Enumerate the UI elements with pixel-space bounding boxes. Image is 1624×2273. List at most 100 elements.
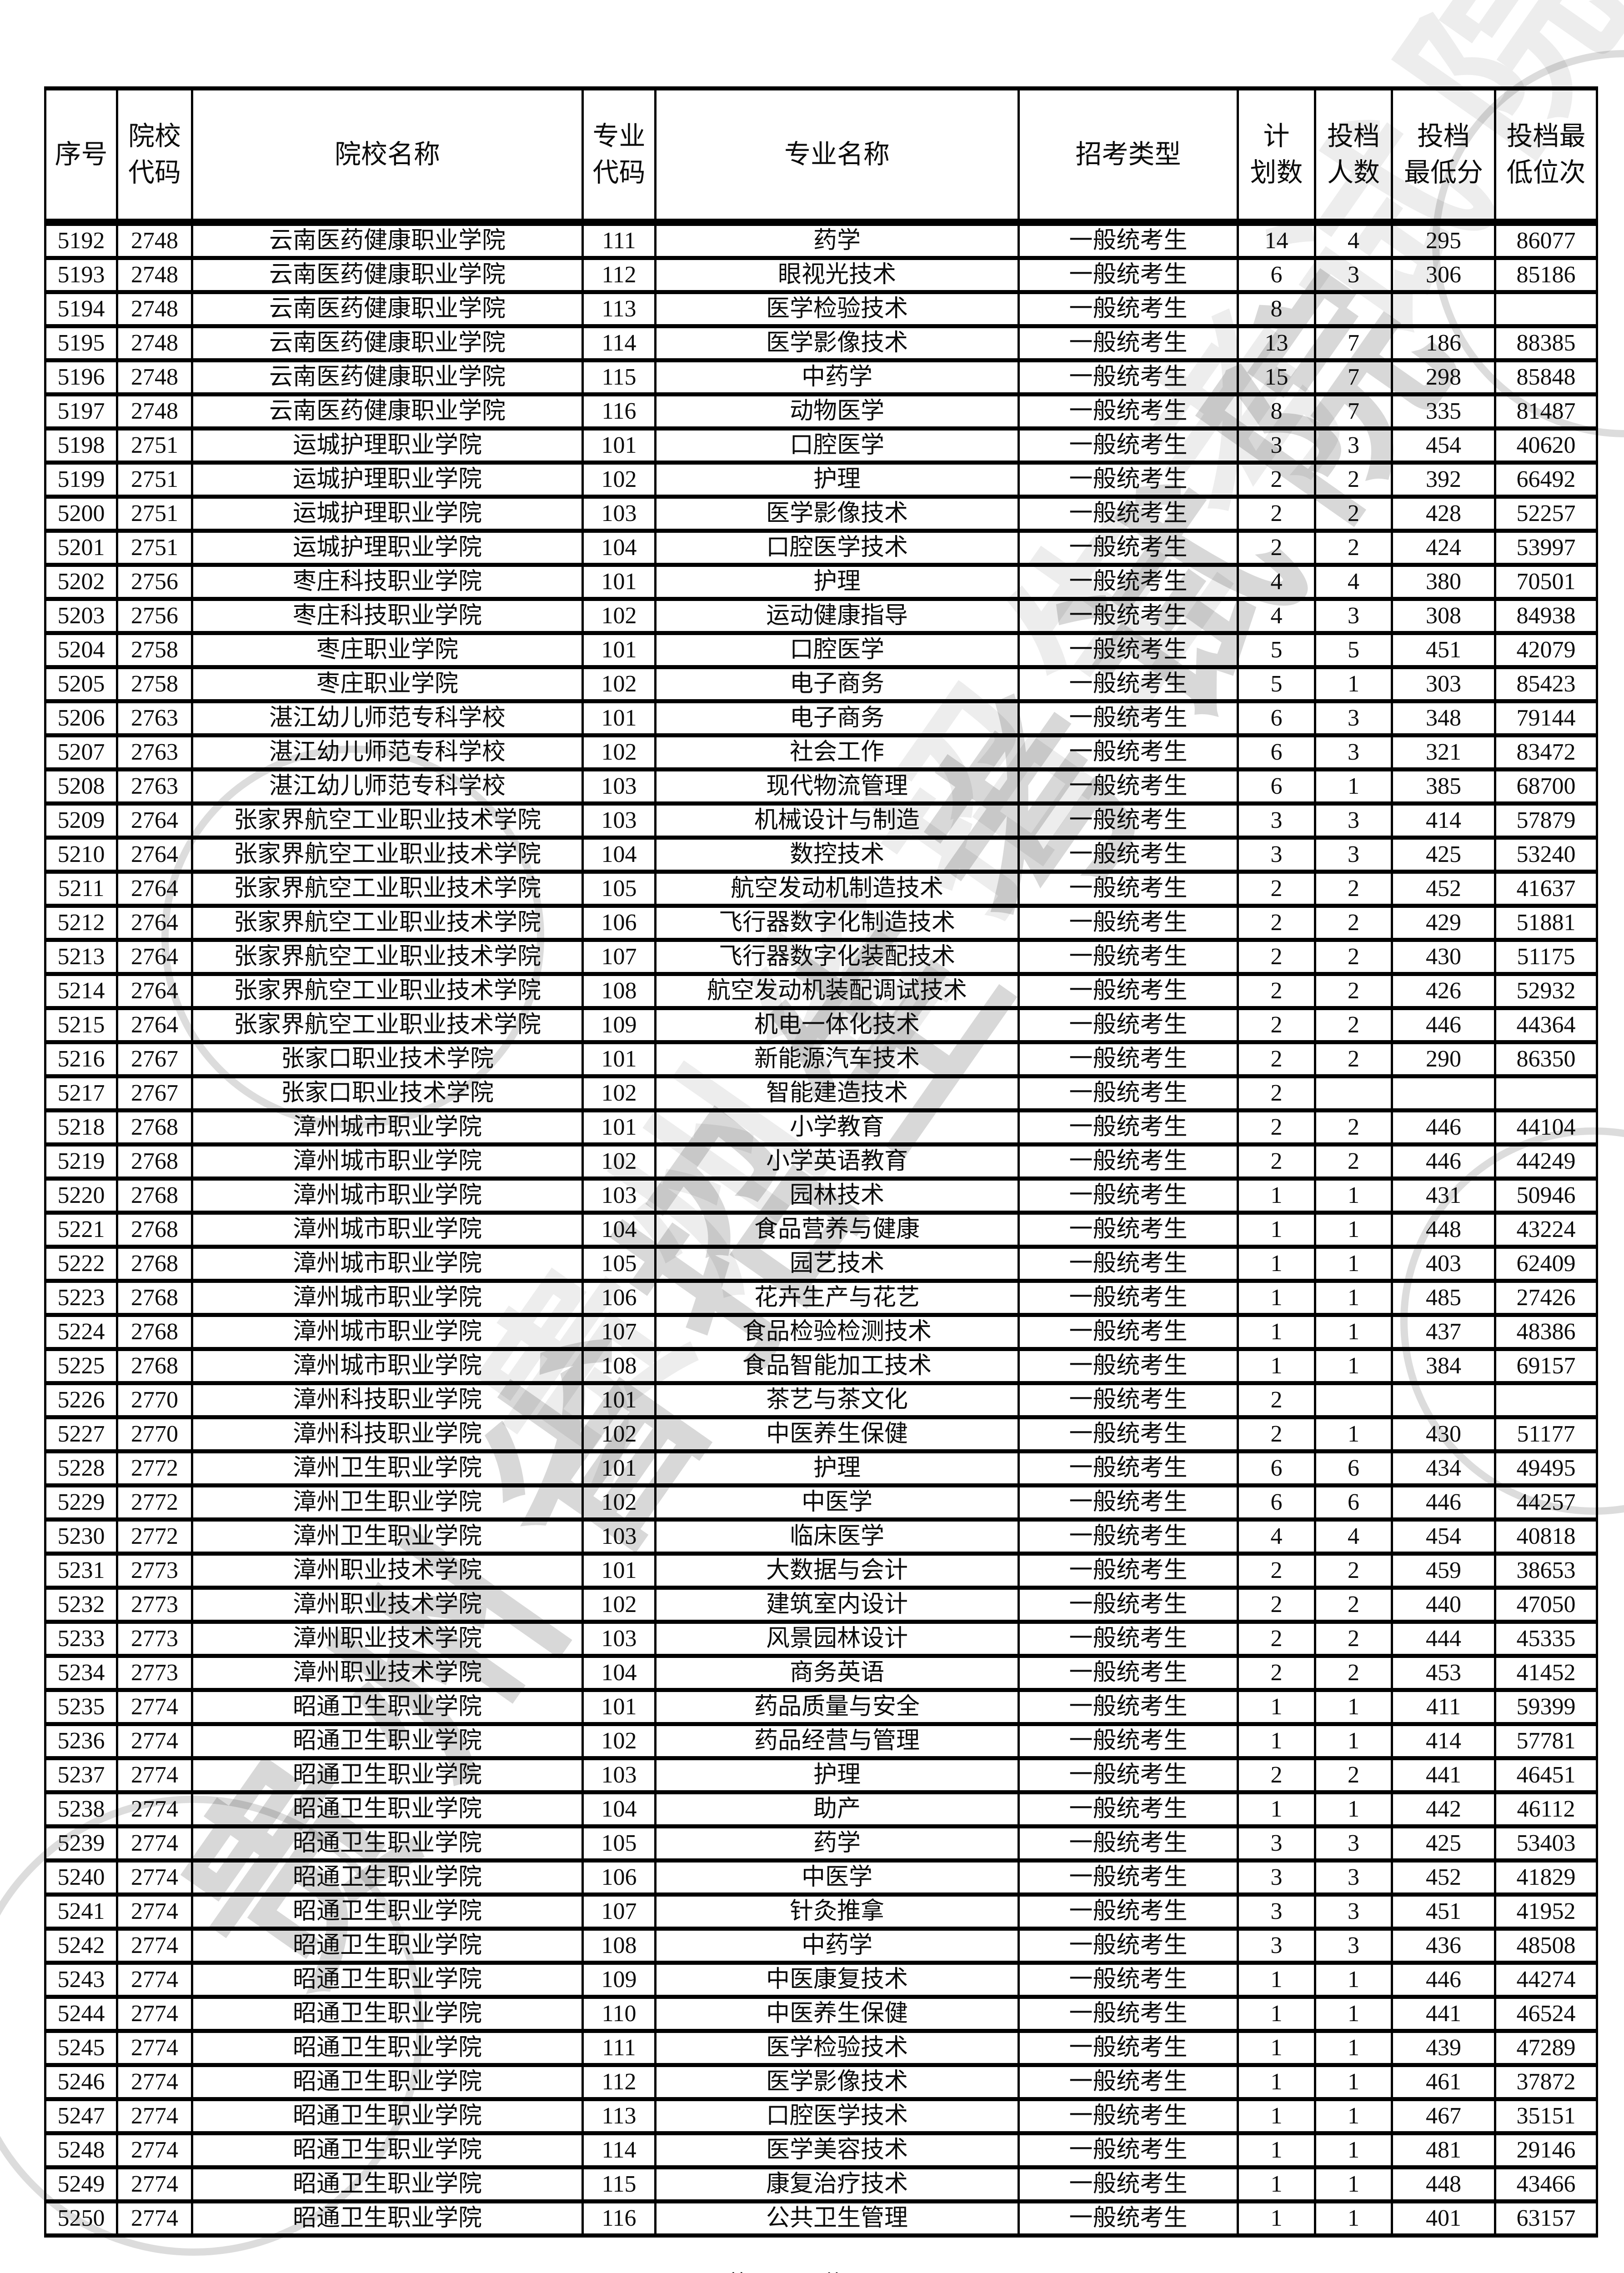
cell-major_name: 社会工作: [654, 733, 1020, 771]
cell-plan_count: 4: [1237, 597, 1316, 635]
cell-min_score: 459: [1391, 1552, 1496, 1590]
cell-min_rank: 53403: [1494, 1824, 1598, 1862]
cell-min_rank: [1494, 1381, 1598, 1419]
cell-school_name: 昭通卫生职业学院: [191, 1995, 584, 2033]
cell-seq: 5209: [44, 801, 118, 840]
cell-min_rank: 43466: [1494, 2165, 1598, 2203]
cell-seq: 5231: [44, 1552, 118, 1590]
cell-major_code: 110: [581, 1995, 657, 2033]
cell-major_name: 中医学: [654, 1858, 1020, 1897]
cell-admission_type: 一般统考生: [1018, 1108, 1239, 1147]
cell-seq: 5228: [44, 1449, 118, 1487]
cell-school_code: 2767: [116, 1074, 193, 1112]
cell-major_name: 电子商务: [654, 699, 1020, 737]
cell-filed_count: 1: [1314, 2165, 1393, 2203]
cell-major_name: 航空发动机装配调试技术: [654, 972, 1020, 1010]
cell-filed_count: 2: [1314, 870, 1393, 908]
cell-filed_count: 1: [1314, 2097, 1393, 2135]
cell-filed_count: 7: [1314, 324, 1393, 362]
cell-school_name: 昭通卫生职业学院: [191, 1790, 584, 1828]
cell-min_score: 448: [1391, 2165, 1496, 2203]
cell-major_code: 106: [581, 1279, 657, 1317]
cell-school_code: 2774: [116, 1824, 193, 1862]
cell-plan_count: 1: [1237, 1177, 1316, 1215]
cell-seq: 5235: [44, 1688, 118, 1726]
admission-score-table: 序号 院校 代码 院校名称 专业 代码 专业名称 招考类型 计 划数 投档 人数…: [44, 86, 1598, 2238]
cell-min_rank: 35151: [1494, 2097, 1598, 2135]
cell-major_code: 102: [581, 597, 657, 635]
cell-filed_count: 2: [1314, 495, 1393, 533]
cell-major_code: 105: [581, 1824, 657, 1862]
cell-major_code: 103: [581, 1517, 657, 1556]
cell-plan_count: 1: [1237, 1688, 1316, 1726]
cell-admission_type: 一般统考生: [1018, 2097, 1239, 2135]
cell-plan_count: 4: [1237, 1517, 1316, 1556]
cell-school_name: 漳州城市职业学院: [191, 1108, 584, 1147]
cell-admission_type: 一般统考生: [1018, 699, 1239, 737]
cell-min_rank: 86350: [1494, 1040, 1598, 1078]
cell-school_code: 2751: [116, 461, 193, 499]
cell-seq: 5195: [44, 324, 118, 362]
cell-school_code: 2773: [116, 1620, 193, 1658]
cell-major_code: 109: [581, 1006, 657, 1044]
cell-school_code: 2758: [116, 631, 193, 669]
cell-seq: 5246: [44, 2063, 118, 2101]
cell-seq: 5215: [44, 1006, 118, 1044]
cell-school_code: 2764: [116, 1006, 193, 1044]
cell-major_code: 103: [581, 495, 657, 533]
table-row: 5225 2768 漳州城市职业学院 108 食品智能加工技术 一般统考生 1 1 384 691…: [44, 1347, 1598, 1385]
table-row: 5221 2768 漳州城市职业学院 104 食品营养与健康 一般统考生 1 1 448 4322…: [44, 1211, 1598, 1249]
table-row: 5192 2748 云南医药健康职业学院 111 药学 一般统考生 14 4 295 86077: [44, 220, 1598, 260]
cell-filed_count: 6: [1314, 1483, 1393, 1522]
cell-major_name: 护理: [654, 1449, 1020, 1487]
cell-major_name: 飞行器数字化制造技术: [654, 904, 1020, 942]
cell-major_code: 115: [581, 358, 657, 396]
cell-seq: 5224: [44, 1313, 118, 1351]
table-row: 5194 2748 云南医药健康职业学院 113 医学检验技术 一般统考生 8: [44, 290, 1598, 328]
table-row: 5213 2764 张家界航空工业职业技术学院 107 飞行器数字化装配技术 一般统考生 2…: [44, 938, 1598, 976]
table-row: 5230 2772 漳州卫生职业学院 103 临床医学 一般统考生 4 4 454 40818: [44, 1517, 1598, 1556]
cell-plan_count: 2: [1237, 1108, 1316, 1147]
cell-min_rank: 81487: [1494, 392, 1598, 431]
table-header: 序号 院校 代码 院校名称 专业 代码 专业名称 招考类型 计 划数 投档 人数…: [44, 86, 1598, 226]
cell-min_rank: 48508: [1494, 1927, 1598, 1965]
table-row: 5240 2774 昭通卫生职业学院 106 中医学 一般统考生 3 3 452 41829: [44, 1858, 1598, 1897]
cell-min_rank: 41952: [1494, 1892, 1598, 1931]
cell-school_name: 昭通卫生职业学院: [191, 1756, 584, 1794]
cell-min_score: 446: [1391, 1961, 1496, 1999]
cell-plan_count: 2: [1237, 1381, 1316, 1419]
cell-plan_count: 1: [1237, 1245, 1316, 1283]
cell-plan_count: 1: [1237, 2063, 1316, 2101]
cell-min_score: 485: [1391, 1279, 1496, 1317]
cell-min_score: 425: [1391, 1824, 1496, 1862]
cell-admission_type: 一般统考生: [1018, 1449, 1239, 1487]
cell-min_score: 434: [1391, 1449, 1496, 1487]
cell-school_code: 2772: [116, 1449, 193, 1487]
cell-admission_type: 一般统考生: [1018, 1177, 1239, 1215]
cell-filed_count: 1: [1314, 1688, 1393, 1726]
cell-min_rank: 85848: [1494, 358, 1598, 396]
cell-min_rank: 29146: [1494, 2131, 1598, 2169]
cell-plan_count: 1: [1237, 1722, 1316, 1760]
cell-plan_count: 4: [1237, 563, 1316, 601]
cell-plan_count: 13: [1237, 324, 1316, 362]
cell-major_name: 现代物流管理: [654, 767, 1020, 806]
cell-school_code: 2774: [116, 2165, 193, 2203]
cell-school_name: 昭通卫生职业学院: [191, 2165, 584, 2203]
cell-school_code: 2774: [116, 2199, 193, 2238]
cell-plan_count: 2: [1237, 1415, 1316, 1453]
cell-major_name: 飞行器数字化装配技术: [654, 938, 1020, 976]
cell-school_code: 2763: [116, 699, 193, 737]
cell-school_code: 2774: [116, 2131, 193, 2169]
cell-min_rank: 62409: [1494, 1245, 1598, 1283]
cell-min_score: 451: [1391, 631, 1496, 669]
cell-min_score: 384: [1391, 1347, 1496, 1385]
cell-seq: 5204: [44, 631, 118, 669]
cell-major_code: 101: [581, 426, 657, 465]
cell-major_code: 102: [581, 1415, 657, 1453]
cell-plan_count: 2: [1237, 1620, 1316, 1658]
cell-admission_type: 一般统考生: [1018, 358, 1239, 396]
cell-admission_type: 一般统考生: [1018, 733, 1239, 771]
col-header-school-code: 院校 代码: [116, 86, 193, 226]
cell-school_name: 漳州城市职业学院: [191, 1211, 584, 1249]
